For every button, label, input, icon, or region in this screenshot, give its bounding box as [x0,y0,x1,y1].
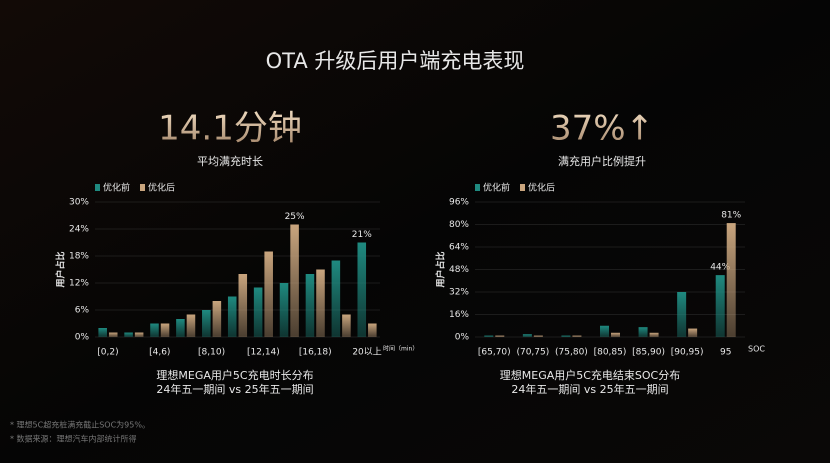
y-tick-label: 6% [75,306,90,316]
y-axis-label: 用户占比 [55,251,67,288]
bar [212,301,222,337]
x-tick-label: (75,80) [555,348,588,358]
bar [688,328,698,337]
bar [331,260,341,337]
bar [134,332,144,337]
bar [253,287,263,337]
bar [572,335,582,337]
x-tick-label: 20以上 [352,347,381,358]
bar [726,223,736,337]
y-tick-label: 30% [69,198,89,208]
slide-title: OTA 升级后用户端充电表现 [266,49,525,73]
bar [484,335,494,337]
y-tick-label: 48% [449,265,469,275]
bar [533,335,543,337]
x-tick-label: [12,14) [247,348,280,358]
y-tick-label: 32% [449,288,469,298]
legend-label: 优化后 [528,182,555,194]
bar [150,323,159,337]
legend-swatch [95,184,100,191]
y-axis-label: 用户占比 [435,251,447,288]
x-tick-label: [80,85) [594,348,627,358]
chart-title: 理想MEGA用户5C充电结束SOC分布 [500,368,681,382]
value-label: 81% [721,211,741,221]
bar [611,332,620,337]
y-tick-label: 12% [69,279,89,289]
x-tick-label: [8,10) [198,348,225,358]
stat-label: 平均满充时长 [197,154,263,168]
chart-subtitle: 24年五一期间 vs 25年五一期间 [156,382,313,396]
value-label: 44% [710,263,730,273]
bar [316,269,325,337]
y-tick-label: 18% [69,252,89,262]
bar [202,310,211,337]
bar [176,319,185,337]
bar [600,325,609,337]
legend-label: 优化后 [148,182,175,194]
y-tick-label: 24% [69,225,89,235]
y-tick-label: 0% [75,333,90,343]
bar [677,292,687,337]
x-tick-label: [0,2) [97,348,118,358]
bar [98,328,107,337]
x-tick-label: (70,75) [516,348,549,358]
bar [649,332,659,337]
value-label: 25% [285,212,305,222]
x-tick-label: [85,90) [632,348,665,358]
x-tick-label: [90,95) [671,348,704,358]
legend-swatch [475,184,480,191]
bar [342,314,351,337]
bar [160,323,170,337]
bar [495,335,505,337]
bar [357,242,367,337]
legend-label: 优化前 [483,182,510,194]
x-tick-label: [4,6) [149,348,170,358]
bar [561,335,571,337]
bar [279,283,289,337]
legend-label: 优化前 [103,182,130,194]
x-tick-label: [65,70) [478,348,511,358]
y-tick-label: 64% [449,243,469,253]
bar [522,334,532,337]
bar [638,327,648,337]
bar [227,296,237,337]
y-tick-label: 16% [449,310,469,320]
x-tick-label: [16,18) [299,348,332,358]
legend-swatch [140,184,145,191]
bar [368,323,377,337]
y-tick-label: 96% [449,198,469,208]
chart-subtitle: 24年五一期间 vs 25年五一期间 [511,382,668,396]
bar [715,275,725,337]
footnote: * 数据来源：理想汽车内部统计所得 [10,434,137,444]
bar [186,314,196,337]
stat-value: 37%↑ [550,109,654,149]
bar [290,224,299,337]
bar [305,274,315,337]
chart-title: 理想MEGA用户5C充电时长分布 [156,368,313,382]
value-label: 21% [352,230,372,240]
stat-value: 14.1分钟 [158,109,302,149]
x-axis-label: 时间（min） [383,345,418,353]
bar [264,251,273,337]
y-tick-label: 0% [455,333,470,343]
footnote: * 理想5C超充桩满充截止SOC为95%。 [10,420,150,430]
bar [124,332,133,337]
x-axis-label: SOC [748,345,765,354]
y-tick-label: 80% [449,220,469,230]
legend-swatch [520,184,525,191]
x-tick-label: 95 [720,348,731,358]
stat-label: 满充用户比例提升 [558,154,646,168]
bar [238,274,248,337]
bar [108,332,118,337]
